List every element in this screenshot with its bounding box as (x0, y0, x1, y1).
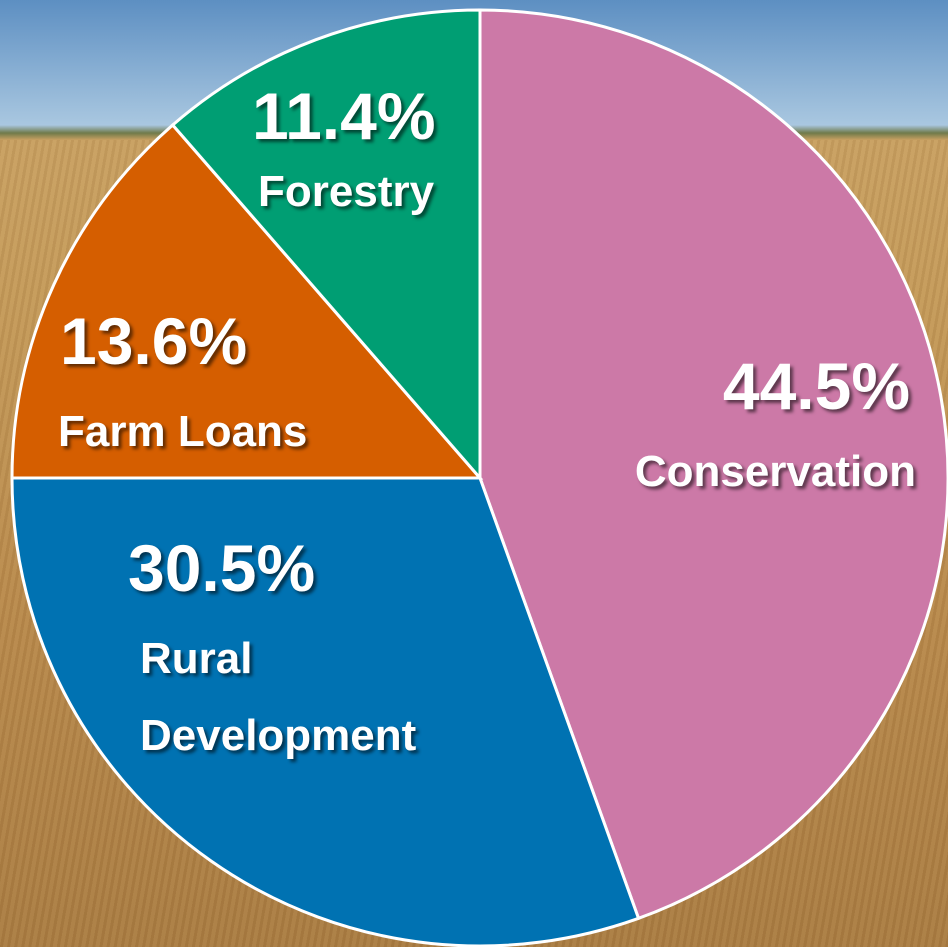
category-label: Rural Development (140, 620, 520, 774)
value-label: 44.5% (723, 350, 910, 423)
category-label: Conservation (635, 448, 916, 496)
page: (() => { const data = JSON.parse(documen… (0, 0, 948, 947)
value-label: 11.4% (252, 80, 436, 153)
category-label: Forestry (258, 168, 434, 216)
value-label: 13.6% (60, 305, 247, 378)
value-label: 30.5% (128, 532, 315, 605)
category-label: Farm Loans (58, 408, 307, 456)
